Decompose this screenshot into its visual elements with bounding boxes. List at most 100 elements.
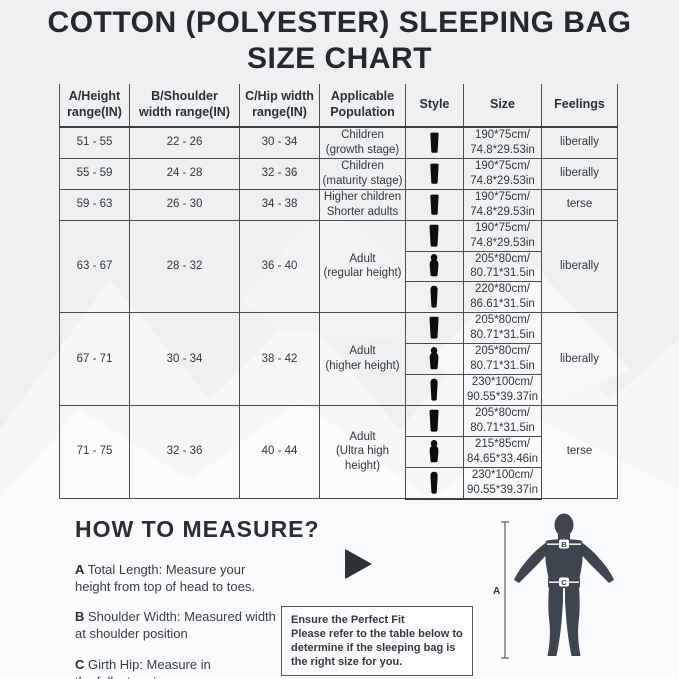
table-row: 230*100cm/ 90.55*39.37in xyxy=(60,466,618,500)
note-line-1: Ensure the Perfect Fit xyxy=(291,614,405,626)
hip-range-cell: 32 - 36 xyxy=(239,157,320,190)
measure-letter-c: C xyxy=(75,656,85,672)
size-cell: 205*80cm/ 80.71*31.5in xyxy=(463,404,542,437)
measure-text-b: Shoulder Width: Measured width at should… xyxy=(75,609,276,642)
population-cell: Children (maturity stage) xyxy=(319,157,406,190)
measure-letter-b: B xyxy=(75,609,85,625)
shoulder-range-cell: 30 - 34 xyxy=(129,312,240,406)
figure-label-c: C xyxy=(561,578,567,587)
height-range-cell: 63 - 67 xyxy=(59,219,130,314)
feelings-cell: liberally xyxy=(541,219,618,314)
table-line-extension xyxy=(319,467,320,496)
envelope-style-icon xyxy=(429,224,440,247)
population-cell: Adult (Ultra high height) xyxy=(319,404,406,500)
table-line-extension xyxy=(541,467,542,496)
shoulder-marker: B xyxy=(547,539,581,549)
hip-range-cell: 34 - 38 xyxy=(239,188,320,221)
feelings-cell: liberally xyxy=(541,312,618,406)
table-row: 63 - 67 28 - 32 36 - 40 Adult (regular heig… xyxy=(59,219,618,314)
page-title: COTTON (POLYESTER) SLEEPING BAG SIZE CHA… xyxy=(0,5,679,77)
hip-marker: C xyxy=(549,577,579,587)
table-line-extension xyxy=(617,467,618,496)
envelope-style-icon xyxy=(429,316,440,339)
height-range-cell: 67 - 71 xyxy=(59,312,130,406)
feelings-cell: liberally xyxy=(541,157,618,190)
size-table-body: 51 - 55 22 - 26 30 - 34 Children (growth st… xyxy=(59,126,618,500)
column-header: Style xyxy=(405,84,464,128)
style-cell xyxy=(405,343,464,375)
table-row: 55 - 59 24 - 28 32 - 36 Children (maturity … xyxy=(59,157,618,190)
population-cell: Adult (higher height) xyxy=(319,312,406,406)
hip-range-cell: 38 - 42 xyxy=(239,312,320,406)
table-line-extension xyxy=(129,467,130,496)
feelings-cell: terse xyxy=(541,404,618,500)
size-cell: 190*75cm/ 74.8*29.53in xyxy=(463,157,542,190)
column-header: C/Hip width range(IN) xyxy=(239,84,320,128)
bullet-style-icon xyxy=(430,378,439,401)
column-header: Feelings xyxy=(541,84,618,128)
size-table: A/Height range(IN) B/Shoulder width range… xyxy=(59,84,618,500)
table-row: 230*100cm/ 90.55*39.37in xyxy=(60,374,618,406)
style-cell xyxy=(405,435,464,468)
column-header: Size xyxy=(463,84,542,128)
table-row: 71 - 75 32 - 36 40 - 44 Adult (Ultra high h… xyxy=(59,404,618,500)
table-line-extension xyxy=(463,467,464,496)
measure-item-shoulder-width: B Shoulder Width: Measured width at shou… xyxy=(75,608,335,642)
measure-item-total-length: A Total Length: Measure your height from… xyxy=(75,561,335,595)
size-cell: 190*75cm/ 74.8*29.53in xyxy=(463,188,542,221)
fit-note-box: Ensure the Perfect Fit Please refer to t… xyxy=(281,606,473,677)
size-cell: 215*85cm/ 84.65*33.46in xyxy=(463,435,542,468)
size-cell: 190*75cm/ 74.8*29.53in xyxy=(463,219,542,252)
size-table-wrapper: A/Height range(IN) B/Shoulder width range… xyxy=(59,84,618,500)
column-header: B/Shoulder width range(IN) xyxy=(129,84,240,128)
style-cell xyxy=(405,219,464,252)
measure-letter-a: A xyxy=(75,562,85,577)
feelings-cell: terse xyxy=(541,188,618,221)
height-range-cell: 59 - 63 xyxy=(59,188,130,221)
style-cell xyxy=(405,188,464,221)
style-cell xyxy=(405,281,464,314)
height-range-cell: 55 - 59 xyxy=(59,157,130,190)
note-line-4: the right size for you. xyxy=(291,656,403,669)
style-cell xyxy=(405,404,464,437)
hip-range-cell: 36 - 40 xyxy=(239,219,320,314)
measure-item-girth-hip: C Girth Hip: Measure in the fullest part… xyxy=(75,656,335,679)
table-row: 205*80cm/ 80.71*31.5in xyxy=(60,343,618,375)
size-cell: 230*100cm/ 90.55*39.37in xyxy=(463,466,542,500)
table-row: 215*85cm/ 84.65*33.46in xyxy=(60,435,618,468)
height-range-cell: 51 - 55 xyxy=(59,126,130,159)
envelope-style-icon xyxy=(429,409,440,432)
shoulder-range-cell: 28 - 32 xyxy=(129,219,240,314)
table-line-extension xyxy=(405,467,406,496)
hip-range-cell: 40 - 44 xyxy=(239,404,320,500)
figure-label-a: A xyxy=(493,586,500,597)
body-silhouette xyxy=(514,513,614,656)
table-row: 205*80cm/ 80.71*31.5in xyxy=(60,250,618,283)
how-to-measure-title: HOW TO MEASURE? xyxy=(75,516,320,542)
body-measurement-figure: A B C xyxy=(493,513,614,659)
style-cell xyxy=(405,312,464,345)
style-cell xyxy=(405,250,464,283)
size-cell: 205*80cm/ 80.71*31.5in xyxy=(463,343,542,375)
measure-text-a: Total Length: Measure your height from t… xyxy=(75,562,255,595)
height-range-cell: 71 - 75 xyxy=(59,404,130,500)
envelope-style-icon xyxy=(430,163,439,184)
table-row: 67 - 71 30 - 34 38 - 42 Adult (higher heigh… xyxy=(59,312,618,406)
mummy-style-icon xyxy=(430,439,439,462)
note-line-3: determine if the sleeping bag is xyxy=(291,642,456,655)
size-table-header: A/Height range(IN) B/Shoulder width range… xyxy=(59,84,618,128)
column-header: A/Height range(IN) xyxy=(59,84,130,128)
shoulder-range-cell: 24 - 28 xyxy=(129,157,240,190)
population-cell: Adult (regular height) xyxy=(319,219,406,314)
feelings-cell: liberally xyxy=(541,126,618,159)
size-cell: 190*75cm/ 74.8*29.53in xyxy=(463,126,542,159)
population-cell: Children (growth stage) xyxy=(319,126,406,159)
table-row: 59 - 63 26 - 30 34 - 38 Higher children Sho… xyxy=(59,188,618,221)
envelope-style-icon xyxy=(430,132,439,153)
bullet-style-icon xyxy=(430,286,439,308)
table-row: 51 - 55 22 - 26 30 - 34 Children (growth st… xyxy=(59,126,618,159)
size-cell: 205*80cm/ 80.71*31.5in xyxy=(463,250,542,283)
mummy-style-icon xyxy=(430,347,439,370)
style-cell xyxy=(405,157,464,190)
